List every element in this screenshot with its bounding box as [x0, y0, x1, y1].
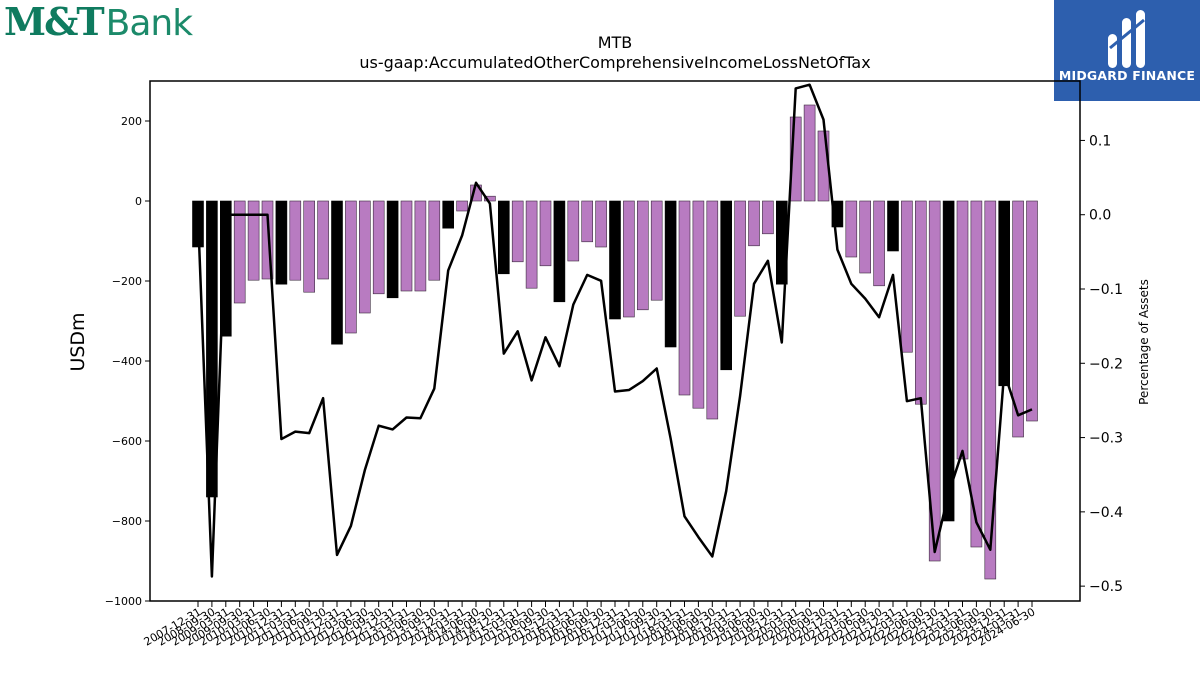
bar — [942, 200, 955, 522]
bar — [789, 116, 802, 202]
bar — [553, 200, 566, 303]
bar — [956, 200, 969, 460]
y2-tick-label: −0.2 — [1089, 356, 1123, 372]
y2-tick-label: −0.3 — [1089, 431, 1123, 447]
bar — [497, 200, 510, 275]
bar — [748, 200, 760, 247]
bar — [664, 200, 677, 348]
bar — [678, 200, 691, 396]
y-axis-ticks: −1000 −800 −600 −400 −200 0 200 — [105, 115, 150, 608]
bar — [567, 200, 580, 262]
y-tick-label: −800 — [112, 515, 142, 528]
line-layer — [196, 83, 1033, 578]
mt-bank-logo: M&TBank — [4, 0, 193, 44]
bar — [428, 200, 441, 281]
bar — [914, 200, 927, 405]
bar — [692, 200, 705, 409]
bar — [928, 200, 941, 562]
y2-axis-label: Percentage of Assets — [1137, 279, 1151, 405]
bar — [511, 200, 524, 263]
bar — [1026, 200, 1038, 422]
bar — [233, 200, 246, 304]
bar — [887, 200, 899, 252]
bar — [331, 200, 343, 345]
bar — [414, 200, 427, 292]
bar — [762, 200, 774, 235]
y-tick-label: 200 — [121, 115, 142, 128]
bar — [609, 200, 621, 320]
y-axis-label: USDm — [67, 312, 89, 371]
bar — [636, 200, 649, 311]
bar — [303, 200, 316, 293]
bar — [386, 200, 399, 299]
bar — [456, 200, 468, 212]
bar — [859, 200, 872, 274]
bar — [970, 200, 983, 548]
y2-tick-label: −0.4 — [1089, 505, 1123, 521]
bar — [1012, 200, 1024, 438]
bars-layer — [192, 104, 1038, 580]
y2-tick-label: 0.0 — [1089, 208, 1111, 224]
bar — [803, 104, 816, 202]
plot-frame — [149, 80, 1081, 602]
bar — [525, 200, 538, 289]
bar — [247, 200, 260, 281]
bar — [831, 200, 844, 228]
y-tick-label: −1000 — [105, 595, 142, 608]
y2-axis-ticks: −0.5 −0.4 −0.3 −0.2 −0.1 0.0 0.1 — [1080, 133, 1123, 595]
bar — [220, 200, 232, 337]
bar — [595, 200, 607, 248]
mt-logo-word: Bank — [105, 3, 193, 44]
midgard-logo-name: MIDGARD FINANCE — [1058, 68, 1196, 83]
chart-subtitle: us-gaap:AccumulatedOtherComprehensiveInc… — [359, 53, 870, 72]
midgard-finance-logo: MIDGARD FINANCE — [1054, 0, 1200, 101]
bar — [317, 200, 329, 280]
bar — [720, 200, 733, 371]
bar — [484, 195, 496, 202]
bar — [345, 200, 357, 334]
x-axis-ticks: 2007-12-312008-09-302009-03-312009-09-30… — [142, 601, 1038, 649]
y-tick-label: −200 — [112, 275, 142, 288]
bar — [372, 200, 385, 295]
bar — [984, 200, 997, 580]
bar — [998, 200, 1011, 387]
bar — [901, 200, 913, 353]
chart-title: MTB — [598, 33, 633, 52]
bar — [623, 200, 635, 318]
bar — [275, 200, 288, 285]
midgard-logo-icon — [1108, 10, 1145, 68]
y2-tick-label: 0.1 — [1089, 133, 1111, 149]
bar — [400, 200, 413, 292]
y2-tick-label: −0.5 — [1089, 579, 1123, 595]
bar — [539, 200, 552, 267]
y-tick-label: −400 — [112, 355, 142, 368]
bar — [289, 200, 302, 281]
bar — [845, 200, 858, 258]
mt-logo-mark: M&T — [4, 0, 105, 44]
bar — [442, 200, 455, 229]
bar — [261, 200, 274, 280]
line-series — [196, 83, 1033, 578]
bar — [873, 200, 885, 287]
bar — [206, 200, 218, 498]
bar — [581, 200, 594, 243]
bar — [734, 200, 746, 317]
y-tick-label: 0 — [135, 195, 142, 208]
bar — [358, 200, 371, 314]
y-tick-label: −600 — [112, 435, 142, 448]
bar — [650, 200, 663, 301]
y2-tick-label: −0.1 — [1089, 282, 1123, 298]
bar — [706, 200, 719, 420]
